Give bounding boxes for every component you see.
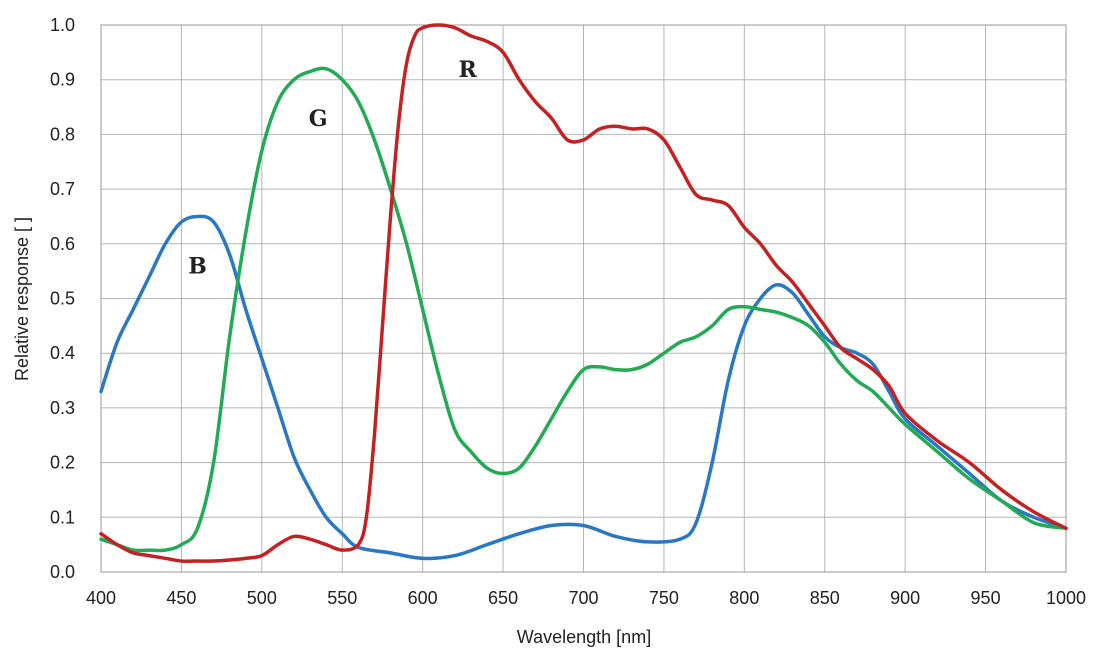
series-label-b: B [188,254,207,280]
x-tick-label: 900 [890,588,920,608]
series-line-g [99,66,1068,553]
series-line-b [99,214,1068,561]
y-tick-label: 0.4 [50,343,75,363]
x-tick-label: 600 [408,588,438,608]
x-tick-label: 450 [166,588,196,608]
series-label-r: R [459,57,478,83]
x-tick-label: 750 [649,588,679,608]
x-tick-label: 700 [568,588,598,608]
x-axis-label: Wavelength [nm] [517,627,651,647]
curve-labels: B G R [188,57,477,280]
x-tick-label: 400 [86,588,116,608]
y-axis-label: Relative response [ ] [12,217,32,381]
grid [100,24,1067,573]
x-tick-label: 650 [488,588,518,608]
series-line-r [99,23,1068,564]
x-tick-label: 500 [247,588,277,608]
x-tick-label: 850 [810,588,840,608]
series-label-g: G [309,106,328,132]
y-tick-label: 0.9 [50,70,75,90]
tick-labels: 400 450 500 550 600 650 700 750 800 850 900 950 1000… [50,15,1086,608]
y-tick-label: 1.0 [50,15,75,35]
y-tick-label: 0.5 [50,289,75,309]
y-tick-label: 0.2 [50,453,75,473]
x-tick-label: 800 [729,588,759,608]
x-tick-label: 1000 [1046,588,1086,608]
series-lines [99,23,1068,564]
y-tick-label: 0.0 [50,562,75,582]
x-tick-label: 950 [971,588,1001,608]
y-tick-label: 0.7 [50,179,75,199]
y-tick-label: 0.8 [50,124,75,144]
x-tick-label: 550 [327,588,357,608]
plot-area-border [100,24,1067,573]
y-tick-label: 0.3 [50,398,75,418]
y-tick-label: 0.6 [50,234,75,254]
y-tick-label: 0.1 [50,507,75,527]
